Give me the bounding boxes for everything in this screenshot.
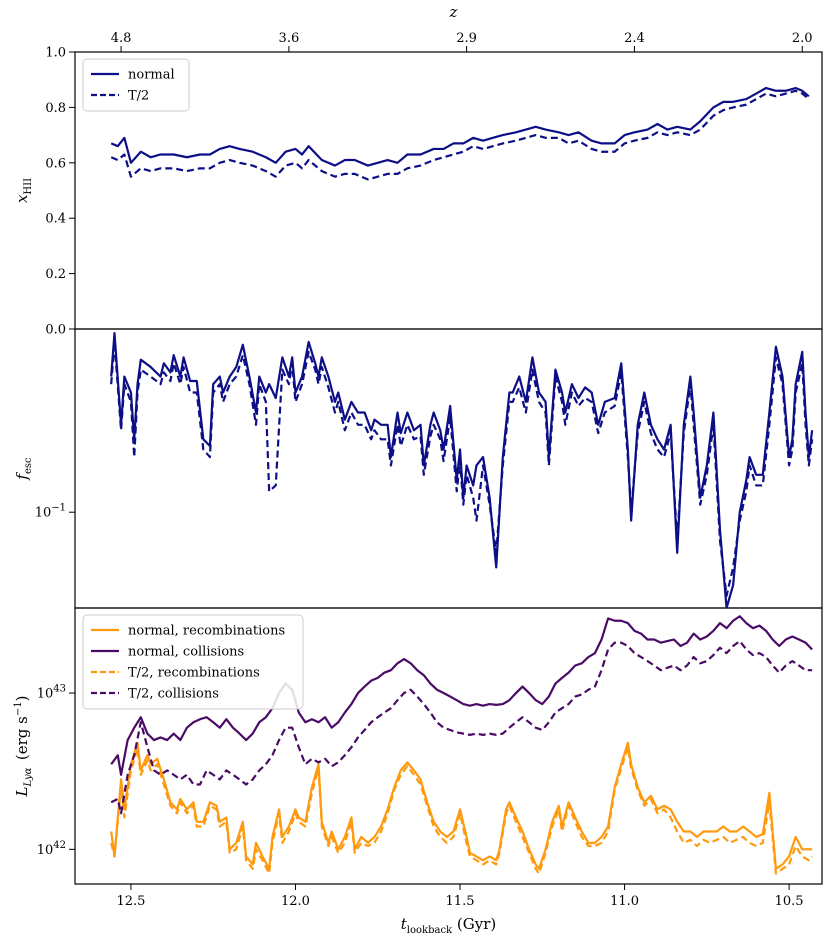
series-line-LLya-normal-recombinations (110, 741, 813, 870)
legend-box-xHII (82, 58, 190, 112)
y-axis-label: fesc (13, 457, 34, 481)
ylabel-sub: esc (23, 457, 34, 474)
tick-value: 0.8 (45, 101, 66, 116)
ylabel-sub: HII (23, 178, 34, 195)
legend-layer: normal T/2 normal, recombinations normal, c… (82, 58, 304, 710)
tick-exponent: 42 (53, 840, 66, 851)
y-axis-label-group: xHII (13, 178, 34, 203)
tick-exponent: 43 (53, 684, 66, 695)
z-tick-label: 2.9 (456, 31, 477, 46)
legend-label: normal, recombinations (128, 624, 285, 639)
axes-layer: 0.00.20.40.60.81.0xHII10−1fesc10421043LL… (13, 3, 813, 936)
ylabel-unit-exp: −1 (13, 701, 24, 716)
y-tick-label: 1042 (37, 840, 66, 858)
legend-box-LLya (82, 614, 304, 710)
legend-label: T/2 (128, 89, 149, 104)
x-tick-label: 12.0 (281, 894, 310, 909)
xlabel-unit: (Gyr) (452, 915, 496, 933)
tick-value: 0.4 (45, 212, 66, 227)
ylabel-unit-close: ) (13, 696, 31, 702)
ylabel-main: L (13, 786, 31, 797)
tick-value: 0.0 (45, 323, 66, 338)
legend-label: normal, collisions (128, 645, 244, 660)
series-line-xHII-normal (110, 86, 810, 167)
z-tick-label: 2.0 (792, 31, 813, 46)
z-axis-label: z (449, 3, 458, 21)
tick-exponent: −1 (51, 503, 66, 514)
series-layer (110, 86, 814, 875)
ylabel-main: x (13, 194, 31, 203)
legend-label: normal (128, 68, 175, 83)
y-tick-label: 1043 (37, 684, 66, 702)
xlabel-main: t (401, 915, 408, 933)
y-axis-label-group: LLyα (erg s−1) (13, 696, 34, 798)
y-axis-label-group: fesc (13, 457, 34, 481)
legend-label: T/2, collisions (128, 687, 219, 702)
series-line-fesc-t-2 (110, 340, 814, 597)
tick-value: 1.0 (45, 46, 66, 61)
z-tick-label: 4.8 (111, 31, 132, 46)
legend-label: T/2, recombinations (128, 666, 260, 681)
series-line-LLya-normal-collisions (110, 615, 813, 776)
tick-base: 10 (37, 687, 54, 702)
ylabel-main: f (13, 472, 31, 481)
y-tick-label: 10−1 (35, 503, 66, 521)
y-tick-label: 0.4 (45, 212, 66, 227)
y-axis-label: xHII (13, 178, 34, 203)
tick-value: 0.2 (45, 267, 66, 282)
y-tick-label: 0.6 (45, 156, 66, 171)
z-tick-label: 3.6 (279, 31, 300, 46)
frames-layer (74, 51, 823, 885)
y-tick-label: 0.0 (45, 323, 66, 338)
tick-base: 10 (35, 506, 52, 521)
series-line-xHII-t-2 (110, 89, 810, 181)
y-tick-label: 0.2 (45, 267, 66, 282)
series-line-LLya-t-2-collisions (110, 639, 813, 815)
xlabel-sub: lookback (407, 925, 453, 936)
ylabel-sub: Lyα (23, 767, 34, 787)
y-tick-label: 0.8 (45, 101, 66, 116)
series-line-LLya-t-2-recombinations (110, 746, 813, 875)
ylabel-unit: (erg s (13, 716, 31, 767)
x-tick-label: 10.5 (775, 894, 804, 909)
y-tick-label: 1.0 (45, 46, 66, 61)
y-axis-label: LLyα (erg s−1) (13, 696, 34, 798)
panel-frame-LLya (74, 607, 823, 885)
tick-base: 10 (37, 843, 54, 858)
tick-value: 0.6 (45, 156, 66, 171)
x-tick-label: 12.5 (116, 894, 145, 909)
z-tick-label: 2.4 (624, 31, 645, 46)
x-axis-label: tlookback (Gyr) (401, 915, 496, 936)
x-tick-label: 11.0 (610, 894, 639, 909)
x-tick-label: 11.5 (446, 894, 475, 909)
